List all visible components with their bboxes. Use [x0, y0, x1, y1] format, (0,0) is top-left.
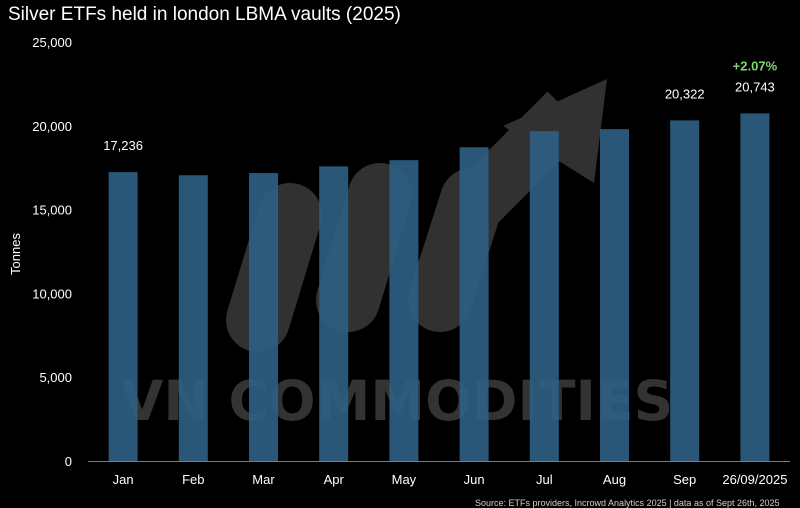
x-tick-label: Feb: [182, 472, 204, 487]
y-axis-label: Tonnes: [8, 233, 23, 275]
bar: [459, 147, 489, 461]
x-tick-label: May: [392, 472, 417, 487]
x-tick-label: Jan: [113, 472, 134, 487]
y-tick-label: 15,000: [32, 203, 72, 218]
bar: [108, 172, 138, 461]
watermark-stroke: [316, 163, 412, 332]
bar: [319, 166, 349, 462]
y-tick-label: 0: [65, 454, 72, 469]
x-tick-label: 26/09/2025: [722, 472, 787, 487]
bar: [670, 120, 700, 461]
bar: [529, 131, 559, 461]
y-tick-label: 25,000: [32, 35, 72, 50]
watermark-arrow-head: [503, 79, 607, 183]
y-tick-label: 5,000: [39, 370, 72, 385]
data-label: 17,236: [103, 138, 143, 153]
x-tick-label: Sep: [673, 472, 696, 487]
x-tick-label: Aug: [603, 472, 626, 487]
data-label: 20,322: [665, 86, 705, 101]
y-tick-label: 10,000: [32, 286, 72, 301]
bar: [178, 175, 208, 461]
x-tick-label: Jul: [536, 472, 553, 487]
bar: [600, 129, 629, 462]
x-tick-label: Jun: [464, 472, 485, 487]
x-tick-label: Apr: [324, 472, 345, 487]
bar: [389, 160, 419, 461]
y-tick-label: 20,000: [32, 119, 72, 134]
bar: [740, 113, 770, 461]
bar: [249, 173, 278, 461]
data-label: 20,743: [735, 79, 775, 94]
growth-label: +2.07%: [733, 58, 778, 73]
x-tick-label: Mar: [252, 472, 275, 487]
chart-title: Silver ETFs held in london LBMA vaults (…: [8, 4, 401, 25]
source-note: Source: ETFs providers, Incrowd Analytic…: [475, 498, 780, 508]
